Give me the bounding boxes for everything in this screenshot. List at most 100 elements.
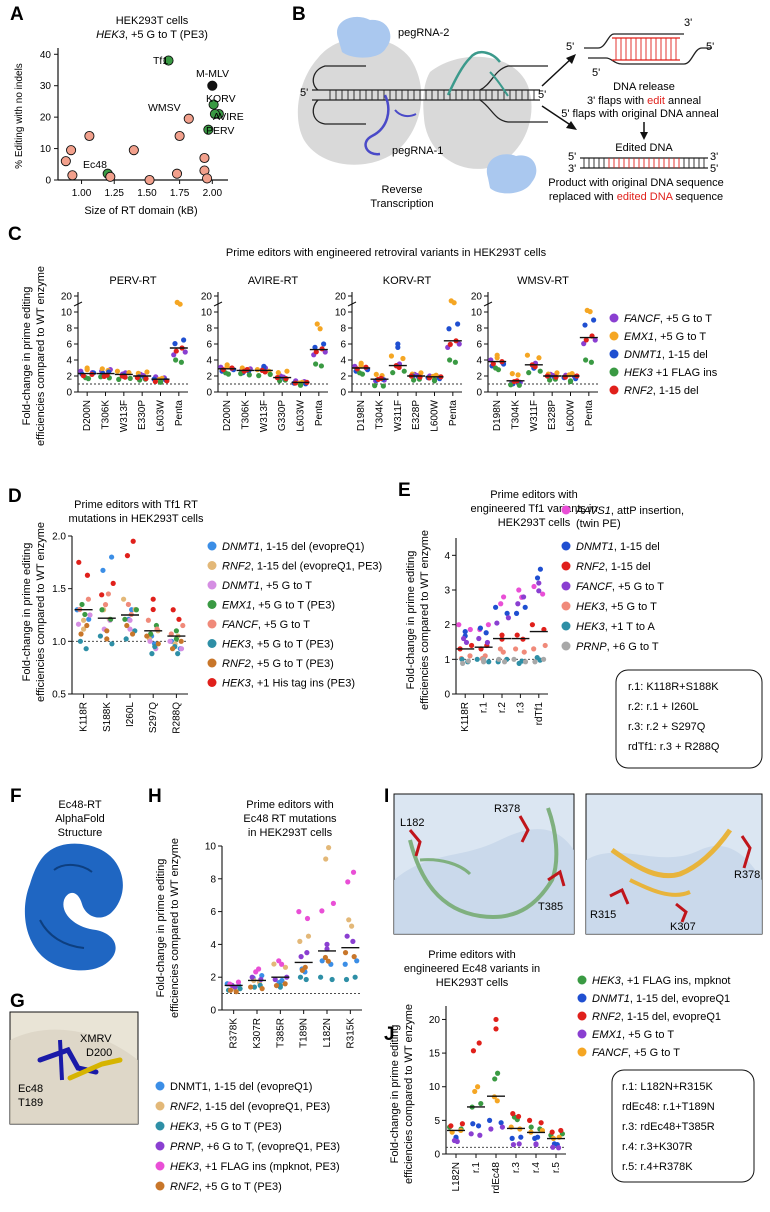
c-data-point — [152, 378, 158, 385]
label-wmsv: WMSV — [148, 102, 181, 114]
c-ytick-label: 20 — [471, 292, 483, 303]
panel-letter-i: I — [384, 786, 389, 807]
c-ytick-label: 0 — [206, 388, 212, 399]
a-ytick-label: 40 — [40, 50, 52, 61]
c-xtick-label: W311F — [529, 400, 540, 432]
d-data-point — [122, 616, 128, 622]
e-data-point — [499, 632, 505, 638]
c-data-point — [181, 337, 187, 343]
b-five-mid: 5' — [592, 67, 600, 79]
j-data-point — [475, 1123, 482, 1129]
h-legend-label: HEK3, +1 FLAG ins (mpknot, PE3) — [170, 1161, 340, 1173]
a-data-point — [128, 145, 139, 156]
h-data-point — [342, 961, 348, 967]
e-data-point — [541, 656, 547, 662]
c-data-point — [515, 372, 521, 378]
c-xtick-label: L603W — [296, 399, 307, 431]
d-data-point — [100, 567, 106, 573]
j-data-point — [527, 1117, 533, 1123]
c-legend-label: HEK3 +1 FLAG ins — [624, 367, 718, 379]
c-data-point — [171, 352, 177, 358]
panel-letter-g: G — [10, 991, 25, 1012]
d-data-point — [104, 636, 110, 642]
c-subplot-3: WMSV-RT 0 2 4 6 8 10 20 D198N T304K W311F E328P L600… — [471, 275, 598, 432]
h-xtick-label: L182N — [322, 1018, 333, 1047]
d-data-point — [167, 638, 173, 644]
c-ytick-label: 6 — [476, 340, 482, 351]
e-data-point — [516, 660, 522, 666]
c-data-point — [127, 375, 133, 381]
h-data-point — [319, 908, 325, 914]
panel-letter-a: A — [10, 4, 24, 25]
c-legend-label: RNF2, 1-15 del — [624, 385, 699, 397]
h-data-point — [259, 972, 265, 979]
d-legend-label: RNF2, 1-15 del (evopreQ1, PE3) — [222, 561, 382, 573]
e-data-point — [536, 588, 542, 594]
a-data-point — [144, 174, 155, 186]
c-subplot-title: KORV-RT — [383, 275, 432, 287]
d-data-point — [85, 596, 91, 602]
a-ytick-label: 10 — [40, 144, 52, 155]
j-data-point — [454, 1138, 460, 1145]
h-data-point — [325, 958, 331, 964]
j-data-point — [470, 1048, 477, 1054]
j-ytick-label: 20 — [429, 1015, 441, 1026]
c-data-point — [508, 382, 514, 388]
c-data-point — [567, 378, 574, 385]
c-subplot-0: PERV-RT 0 2 4 6 8 10 20 D200N T306K W313F E330P L603… — [61, 275, 188, 432]
e-legend-swatch — [561, 505, 571, 515]
j-xtick-label: r.4 — [531, 1162, 542, 1174]
e-data-point — [522, 604, 528, 610]
d-xtick-label: I260L — [125, 702, 136, 727]
panel-f-title-1: Ec48-RT — [58, 799, 101, 811]
panel-letter-j: J — [384, 1024, 395, 1045]
j-data-point — [475, 1084, 481, 1090]
panel-f-title-3: Structure — [58, 827, 103, 839]
c-data-point — [321, 341, 327, 347]
d-data-point — [149, 651, 155, 657]
d-data-point — [133, 607, 139, 613]
panel-d-ylabel-2: efficiencies compared to WT enzyme — [35, 522, 47, 702]
e-data-point — [513, 610, 520, 617]
label-tf1: Tf1 — [153, 55, 168, 67]
c-data-point — [312, 344, 318, 350]
e-xtick-label: rdTf1 — [534, 702, 545, 726]
d-data-point — [104, 628, 110, 634]
c-data-point — [524, 352, 531, 358]
d-data-point — [176, 616, 182, 622]
j-data-point — [459, 1121, 465, 1127]
c-ytick-label: 10 — [335, 308, 347, 319]
panel-d-title-2: mutations in HEK293T cells — [69, 513, 204, 525]
h-data-point — [350, 938, 356, 944]
c-ytick-label: 6 — [206, 340, 212, 351]
c-data-point — [401, 368, 407, 374]
h-ytick-label: 10 — [205, 842, 217, 853]
d-data-point — [152, 644, 158, 650]
a-xtick-label: 1.00 — [72, 188, 92, 199]
a-data-point — [203, 124, 214, 135]
panel-d-chart: Prime editors with Tf1 RT mutations in H… — [21, 499, 382, 734]
c-ytick-label: 0 — [66, 388, 72, 399]
j-data-point — [510, 1111, 516, 1117]
c-data-point — [592, 337, 598, 343]
h-data-point — [326, 845, 332, 851]
d-ytick-label: 1.5 — [52, 584, 66, 595]
j-ytick-label: 10 — [429, 1082, 441, 1093]
d-legend-swatch — [207, 658, 217, 668]
d-data-point — [127, 617, 133, 623]
h-data-point — [251, 984, 258, 990]
d-legend-swatch — [207, 580, 217, 590]
c-data-point — [224, 364, 230, 370]
i-k307: K307 — [670, 921, 696, 933]
e-legend-swatch — [561, 561, 571, 571]
c-data-point — [490, 361, 496, 367]
c-axis-break — [73, 301, 83, 307]
h-data-point — [303, 976, 309, 983]
panel-e-title-3: HEK293T cells — [498, 517, 571, 529]
h-data-point — [322, 954, 328, 961]
h-data-point — [249, 974, 255, 980]
h-data-point — [342, 950, 349, 956]
d-data-point — [124, 553, 131, 559]
d-data-point — [81, 626, 87, 632]
c-data-point — [581, 341, 587, 347]
